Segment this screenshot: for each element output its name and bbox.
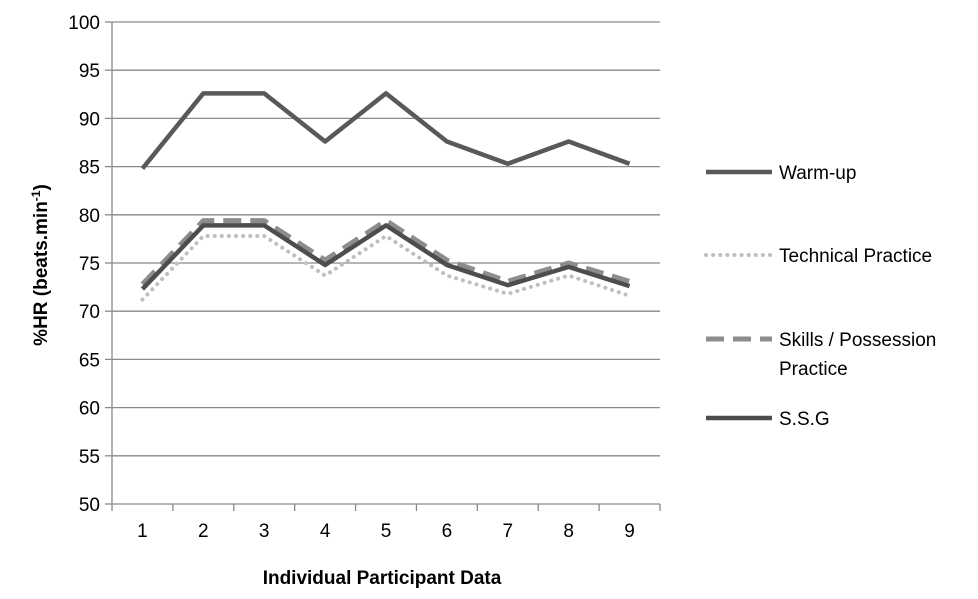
gridlines: [112, 21, 660, 457]
x-tick-labels: 1 2 3 4 5 6 7 8 9: [137, 521, 635, 542]
x-axis-title: Individual Participant Data: [263, 568, 502, 589]
x-tick-label: 3: [259, 521, 270, 542]
x-tick-label: 7: [502, 521, 513, 542]
series-lines: [140, 91, 632, 302]
y-tick-label: 100: [68, 13, 100, 34]
y-tick-labels: 50 55 60 65 70 75 80 85 90 95 100: [68, 13, 100, 516]
legend-label-technical-practice: Technical Practice: [779, 246, 932, 267]
y-tick-label: 75: [79, 254, 100, 275]
y-axis-title: %HR (beats.min-1): [29, 184, 52, 346]
legend-label-warm-up: Warm-up: [779, 163, 856, 184]
axes: [105, 21, 661, 511]
x-tick-label: 2: [198, 521, 209, 542]
x-tick-label: 9: [624, 521, 635, 542]
series-line-skills-possession-practice: [140, 218, 631, 286]
series-line-warm-up: [140, 91, 631, 170]
series-line-technical-practice: [140, 234, 632, 302]
x-tick-label: 5: [381, 521, 392, 542]
legend-label-skills-possession-practice: Skills / Possession Practice: [779, 330, 936, 380]
y-tick-label: 95: [79, 61, 100, 82]
x-tick-label: 6: [442, 521, 453, 542]
y-tick-label: 70: [79, 302, 100, 323]
legend: Warm-up Technical Practice Skills / Posses…: [704, 163, 936, 430]
y-tick-label: 55: [79, 447, 100, 468]
y-tick-label: 80: [79, 206, 100, 227]
y-axis-title-superscript: -1: [29, 190, 43, 201]
series-line-s-s-g: [140, 223, 631, 291]
y-axis-title-suffix: ): [31, 184, 52, 190]
y-tick-label: 65: [79, 350, 100, 371]
y-tick-label: 90: [79, 109, 100, 130]
legend-label-s-s-g: S.S.G: [779, 409, 830, 430]
x-tick-label: 4: [320, 521, 331, 542]
y-tick-label: 85: [79, 158, 100, 179]
y-tick-label: 60: [79, 399, 100, 420]
x-tick-label: 1: [137, 521, 148, 542]
y-axis-title-main: %HR (beats.min: [31, 201, 52, 346]
x-tick-label: 8: [563, 521, 574, 542]
y-tick-label: 50: [79, 495, 100, 516]
